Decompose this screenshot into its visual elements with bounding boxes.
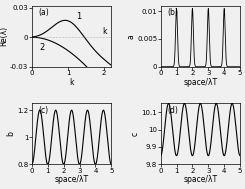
Text: 2: 2: [40, 43, 45, 52]
X-axis label: space/λT: space/λT: [183, 175, 217, 184]
Y-axis label: Re(λ): Re(λ): [0, 26, 9, 46]
Text: (b): (b): [167, 8, 178, 17]
Y-axis label: c: c: [131, 132, 140, 136]
Y-axis label: b: b: [7, 132, 16, 136]
Text: k: k: [102, 27, 106, 36]
X-axis label: space/λT: space/λT: [55, 175, 89, 184]
Text: 1: 1: [76, 12, 82, 21]
Y-axis label: a: a: [127, 34, 136, 39]
Text: (d): (d): [167, 106, 178, 115]
Text: (a): (a): [38, 8, 49, 17]
X-axis label: space/λT: space/λT: [183, 78, 217, 87]
X-axis label: k: k: [69, 78, 74, 87]
Text: (c): (c): [38, 106, 48, 115]
